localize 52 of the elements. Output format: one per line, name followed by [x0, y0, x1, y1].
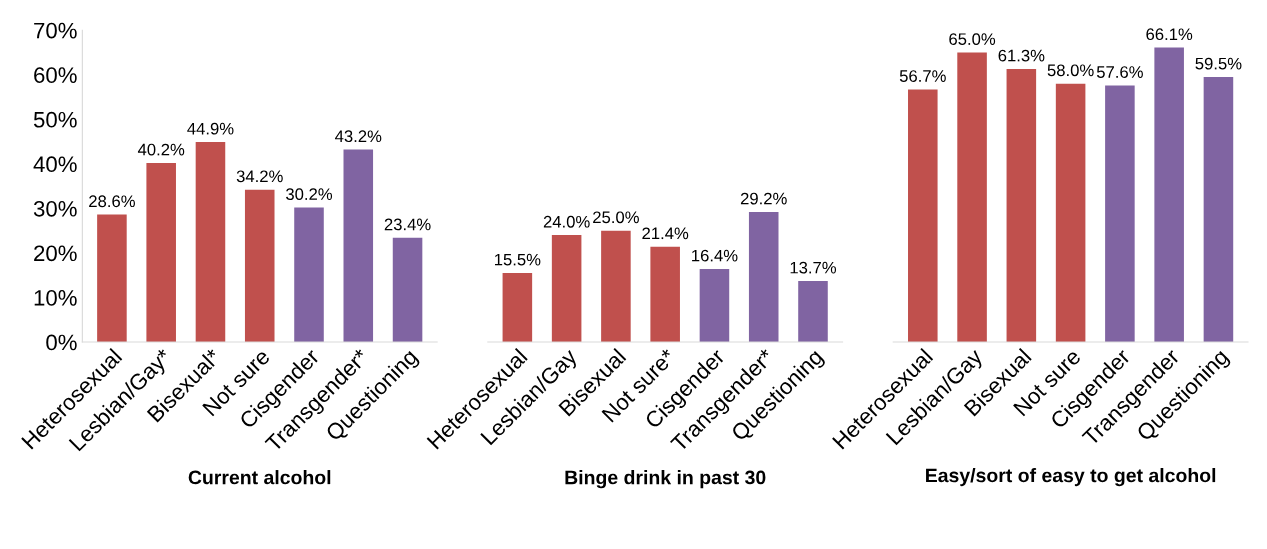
data-label: 56.7%	[899, 70, 946, 82]
data-label: 65.0%	[949, 33, 996, 46]
data-label: 24.0%	[543, 215, 590, 228]
y-tick-label: 60%	[34, 67, 77, 84]
data-label: 61.3%	[998, 49, 1045, 62]
data-label: 23.4%	[384, 218, 431, 231]
bar	[908, 89, 938, 343]
data-label: 29.2%	[740, 192, 787, 205]
bar	[294, 207, 324, 343]
x-axis-title: Easy/sort of easy to get alcohol	[926, 468, 1216, 487]
bar	[502, 272, 533, 343]
y-tick-label: 30%	[33, 200, 77, 217]
data-label: 43.2%	[335, 130, 382, 143]
data-label: 58.0%	[1047, 64, 1094, 77]
data-label: 57.6%	[1096, 66, 1143, 78]
bar	[146, 162, 176, 343]
bar	[748, 211, 779, 343]
bar	[1105, 85, 1135, 343]
data-label: 21.4%	[642, 227, 689, 240]
y-tick-label: 20%	[34, 245, 77, 262]
data-label: 40.2%	[137, 143, 185, 156]
data-label: 44.9%	[187, 122, 234, 135]
bar	[97, 214, 127, 343]
bar	[392, 237, 423, 343]
bar	[601, 230, 631, 343]
bar	[798, 281, 828, 343]
y-tick-label: 10%	[34, 290, 77, 306]
data-label: 66.1%	[1146, 28, 1193, 41]
bar	[551, 235, 582, 343]
data-label: 30.2%	[286, 188, 333, 201]
data-label: 15.5%	[495, 253, 541, 266]
data-label: 13.7%	[790, 261, 837, 274]
data-label: 16.4%	[692, 249, 738, 262]
y-tick-label: 50%	[33, 111, 77, 128]
bar	[699, 268, 730, 343]
data-label: 59.5%	[1195, 57, 1242, 70]
bar	[195, 142, 226, 343]
bar	[244, 189, 275, 343]
data-label: 25.0%	[593, 211, 639, 224]
bar	[1203, 76, 1234, 343]
x-axis-title: Current alcohol	[188, 470, 331, 485]
bar	[1006, 68, 1037, 343]
bar	[343, 149, 374, 343]
data-label: 34.2%	[236, 170, 283, 183]
bar	[957, 52, 987, 343]
x-axis-title: Binge drink in past 30	[565, 470, 766, 489]
bar	[1055, 83, 1086, 343]
data-label: 28.6%	[89, 195, 135, 208]
bar	[1154, 47, 1184, 343]
y-tick-label: 40%	[33, 156, 77, 173]
y-tick-label: 70%	[34, 22, 77, 39]
bar	[650, 246, 680, 343]
